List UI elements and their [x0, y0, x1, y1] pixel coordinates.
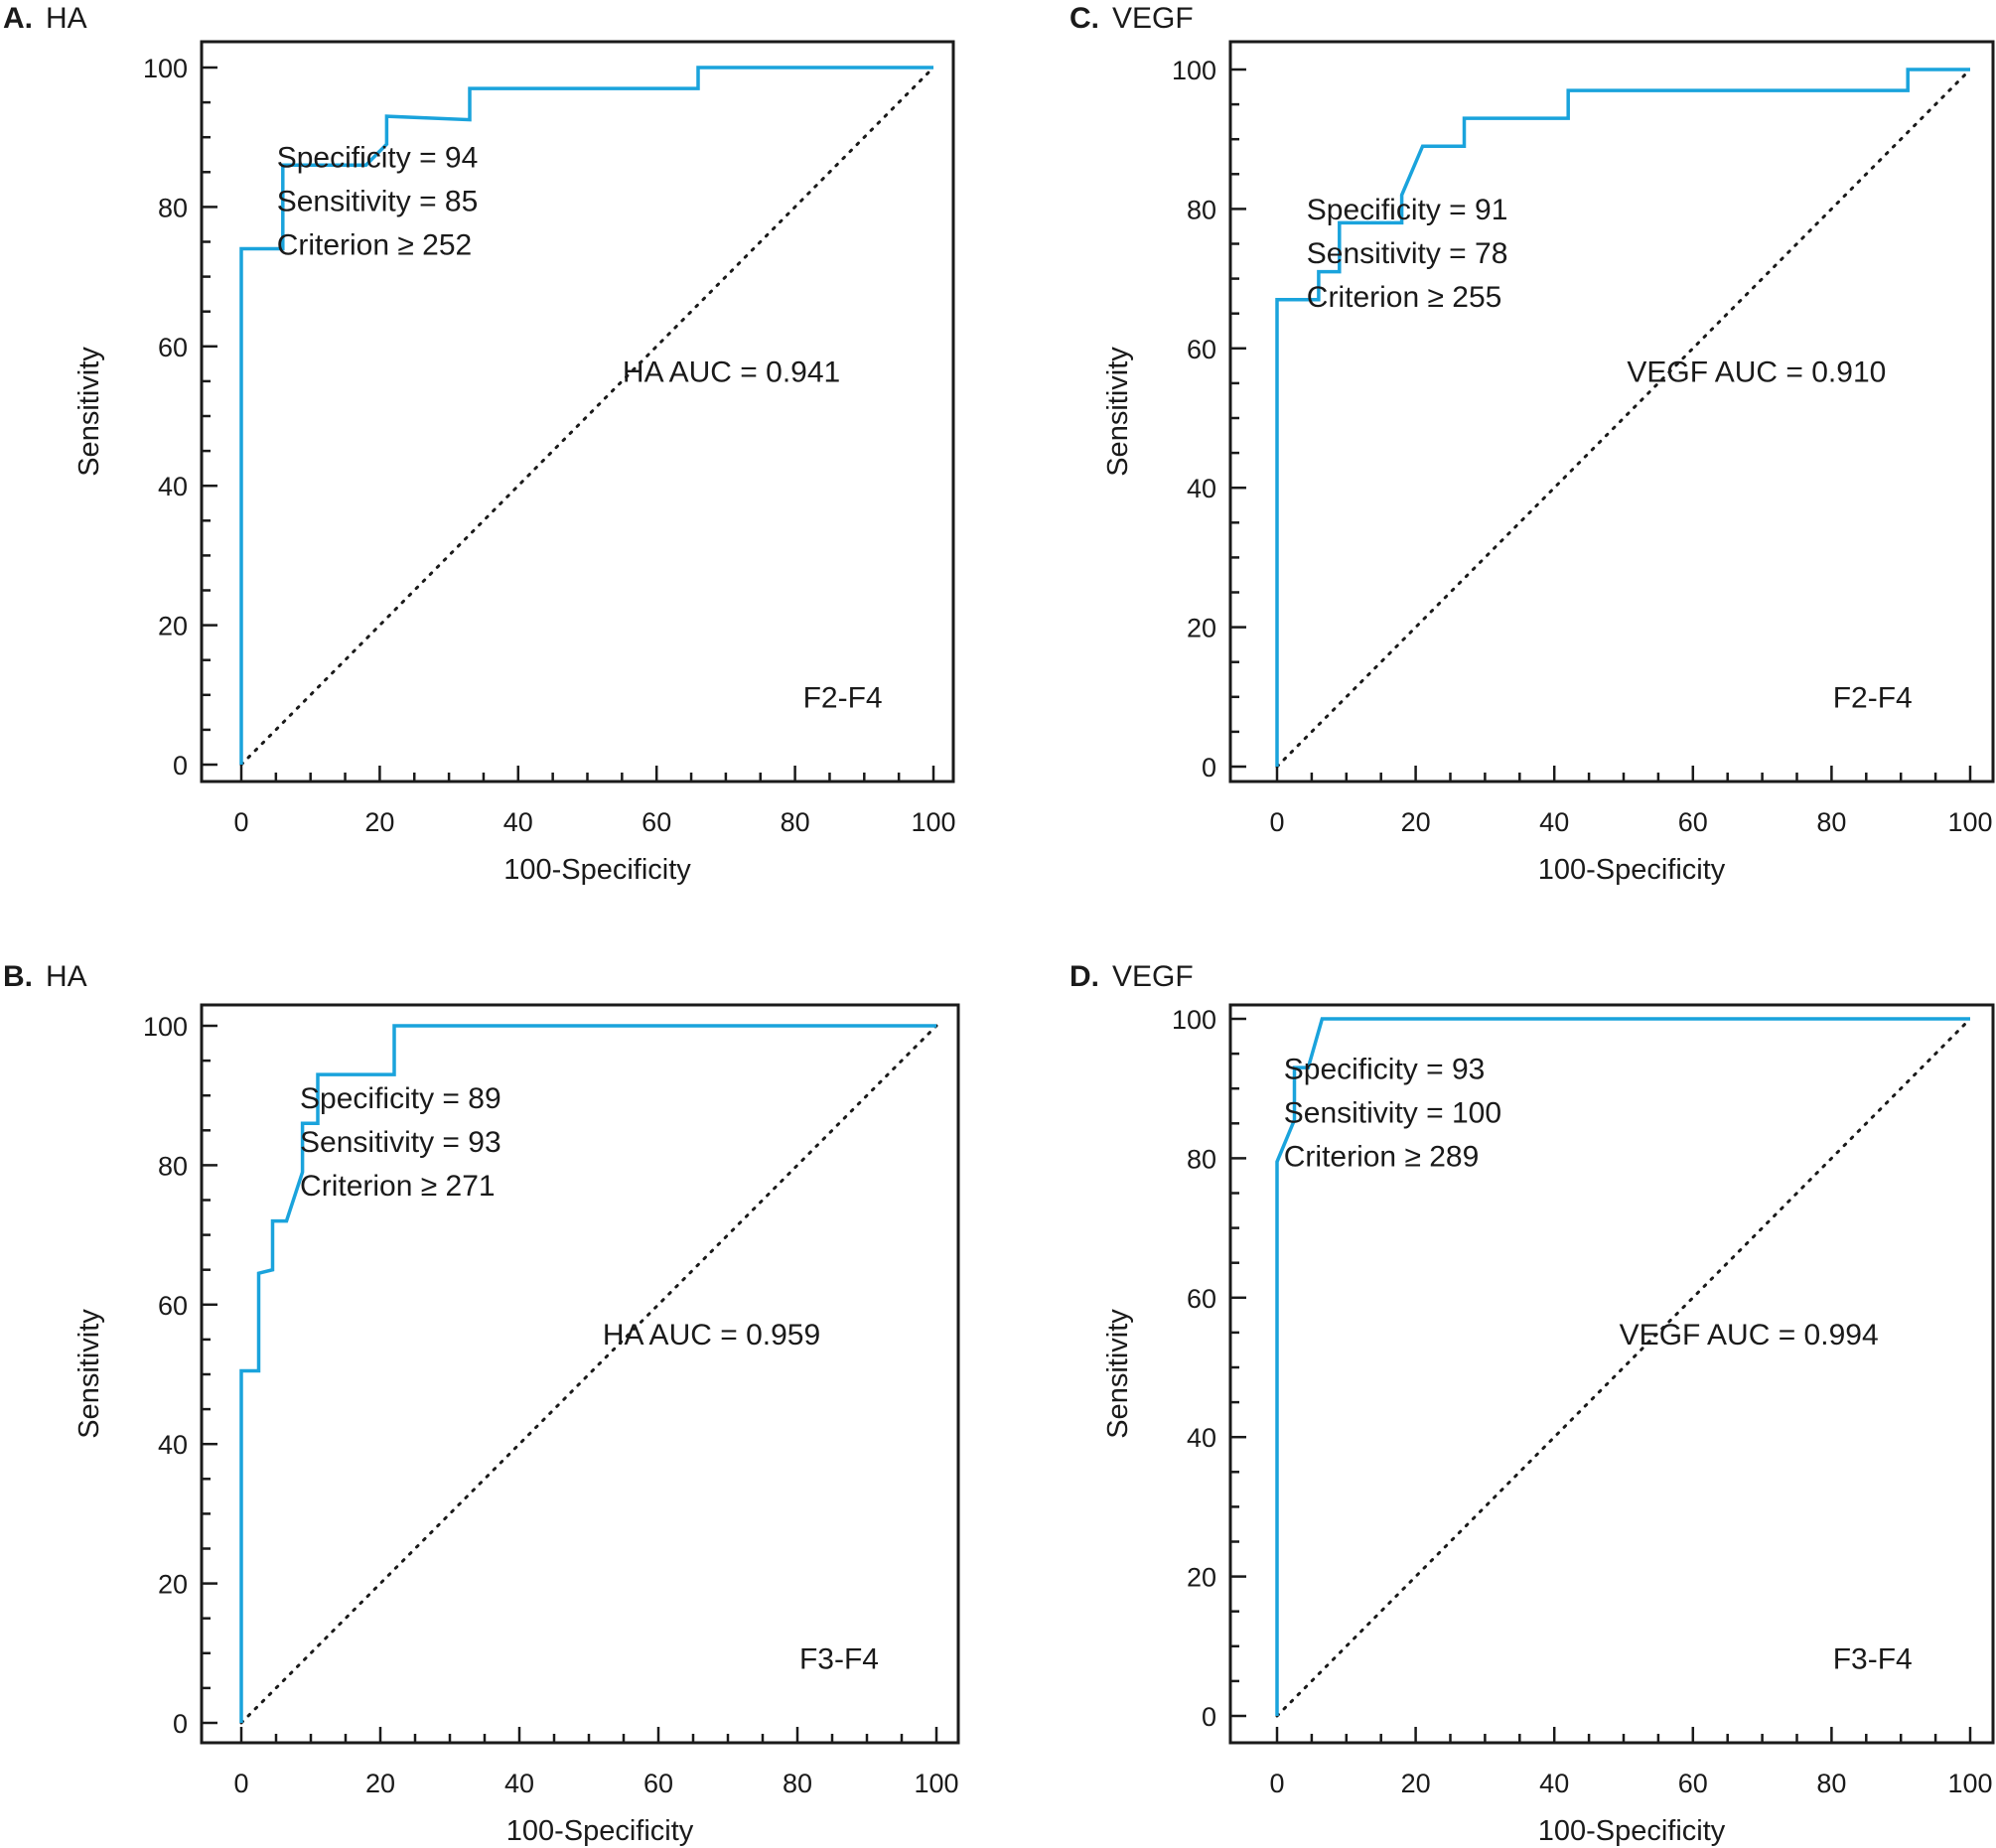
y-tick-label: 80	[158, 193, 188, 222]
x-tick-label: 20	[1401, 807, 1431, 837]
x-tick-label: 80	[781, 807, 810, 837]
annotation-specificity: Specificity = 91	[1307, 194, 1508, 226]
x-tick-label: 80	[783, 1769, 812, 1798]
annotation-auc: HA AUC = 0.959	[603, 1319, 820, 1351]
y-tick-label: 60	[158, 333, 188, 362]
panel-title: HA	[46, 2, 87, 35]
annotation-specificity: Specificity = 94	[277, 142, 479, 175]
panel-d: D. VEGF 0 20 40 60 80 100 0 20 40 60 80 100 100-Specif…	[1069, 960, 1995, 1847]
plot-frame	[1228, 40, 1995, 783]
annotation-criterion: Criterion ≥ 255	[1307, 281, 1502, 314]
panel-letter: C.	[1069, 2, 1099, 35]
x-tick-label: 60	[642, 807, 671, 837]
y-tick-label: 60	[1187, 335, 1216, 364]
panel-c: C. VEGF 0 20 40 60 80 100 0 20 40 60 80 100 100-Specif…	[1069, 2, 1995, 886]
y-tick-label: 100	[143, 54, 188, 83]
panel-letter: A.	[3, 2, 33, 35]
y-tick-label: 60	[158, 1291, 188, 1321]
y-tick-label: 40	[1187, 474, 1216, 503]
panel-a: A. HA 0 20 40 60 80 100 0 20 40 60 80 100 100-Specific…	[3, 2, 956, 886]
x-tick-label: 40	[1539, 807, 1569, 837]
x-axis-label: 100-Specificity	[1538, 1815, 1726, 1847]
x-tick-label: 0	[233, 1769, 248, 1798]
x-axis-label: 100-Specificity	[503, 854, 691, 886]
annotation-group: F2-F4	[1833, 682, 1913, 715]
panel-letter: B.	[3, 960, 33, 993]
y-tick-label: 20	[1187, 1563, 1216, 1593]
annotation-criterion: Criterion ≥ 271	[300, 1170, 496, 1203]
annotation-criterion: Criterion ≥ 289	[1284, 1140, 1480, 1173]
annotation-auc: VEGF AUC = 0.994	[1620, 1319, 1879, 1351]
roc-curve	[239, 66, 933, 765]
y-tick-label: 40	[158, 472, 188, 501]
y-tick-label: 0	[1202, 1702, 1216, 1732]
annotation-group: F3-F4	[1833, 1643, 1913, 1676]
y-tick-label: 0	[173, 1709, 188, 1739]
y-tick-label: 40	[1187, 1423, 1216, 1453]
y-tick-label: 40	[158, 1430, 188, 1460]
y-tick-label: 60	[1187, 1284, 1216, 1314]
annotation-sensitivity: Sensitivity = 78	[1307, 237, 1508, 270]
x-tick-label: 0	[233, 807, 248, 837]
x-tick-label: 60	[643, 1769, 673, 1798]
y-axis-label: Sensitivity	[73, 347, 105, 477]
x-tick-label: 20	[365, 1769, 395, 1798]
y-tick-label: 20	[1187, 614, 1216, 643]
y-axis-label: Sensitivity	[73, 1309, 105, 1439]
y-tick-label: 80	[1187, 1144, 1216, 1174]
annotation-sensitivity: Sensitivity = 100	[1284, 1096, 1501, 1129]
annotation-criterion: Criterion ≥ 252	[277, 229, 473, 262]
panel-b: B. HA 0 20 40 60 80 100 0 20 40 60 80 100 100-Specific…	[3, 960, 960, 1847]
x-axis-label: 100-Specificity	[1538, 854, 1726, 886]
x-tick-label: 20	[364, 807, 394, 837]
x-tick-label: 40	[1539, 1769, 1569, 1798]
annotation-auc: VEGF AUC = 0.910	[1627, 356, 1886, 389]
y-tick-label: 0	[173, 751, 188, 781]
annotation-group: F3-F4	[799, 1643, 879, 1676]
x-tick-label: 0	[1269, 807, 1284, 837]
plot-frame	[200, 40, 955, 783]
panel-title: VEGF	[1112, 2, 1194, 35]
y-tick-label: 20	[158, 1570, 188, 1600]
reference-diagonal-line	[1275, 68, 1972, 769]
x-tick-label: 60	[1678, 1769, 1708, 1798]
y-tick-label: 80	[1187, 195, 1216, 224]
y-axis-label: Sensitivity	[1102, 347, 1134, 477]
roc-curve	[1275, 68, 1970, 767]
plot-frame	[1228, 1003, 1995, 1745]
x-tick-label: 80	[1816, 807, 1846, 837]
y-axis-label: Sensitivity	[1102, 1309, 1134, 1439]
annotation-group: F2-F4	[803, 682, 883, 715]
y-tick-label: 100	[143, 1012, 188, 1042]
x-tick-label: 60	[1678, 807, 1708, 837]
x-tick-label: 0	[1269, 1769, 1284, 1798]
x-tick-label: 40	[503, 807, 533, 837]
x-tick-label: 20	[1401, 1769, 1431, 1798]
annotation-sensitivity: Sensitivity = 93	[300, 1126, 501, 1159]
x-tick-label: 100	[1947, 807, 1992, 837]
roc-curve	[239, 1024, 936, 1723]
x-tick-label: 100	[1947, 1769, 1992, 1798]
x-tick-label: 100	[914, 1769, 958, 1798]
y-tick-label: 80	[158, 1151, 188, 1181]
panel-title: HA	[46, 960, 87, 993]
annotation-auc: HA AUC = 0.941	[623, 356, 840, 389]
y-tick-label: 100	[1172, 56, 1216, 85]
annotation-sensitivity: Sensitivity = 85	[277, 186, 479, 218]
y-tick-label: 20	[158, 612, 188, 641]
y-tick-label: 0	[1202, 753, 1216, 782]
panel-letter: D.	[1069, 960, 1099, 993]
x-tick-label: 100	[911, 807, 955, 837]
x-tick-label: 40	[504, 1769, 534, 1798]
panel-title: VEGF	[1112, 960, 1194, 993]
annotation-specificity: Specificity = 93	[1284, 1053, 1486, 1085]
annotation-specificity: Specificity = 89	[300, 1082, 501, 1115]
y-tick-label: 100	[1172, 1005, 1216, 1035]
roc-curve	[1275, 1017, 1970, 1716]
x-axis-label: 100-Specificity	[506, 1815, 694, 1847]
x-tick-label: 80	[1816, 1769, 1846, 1798]
